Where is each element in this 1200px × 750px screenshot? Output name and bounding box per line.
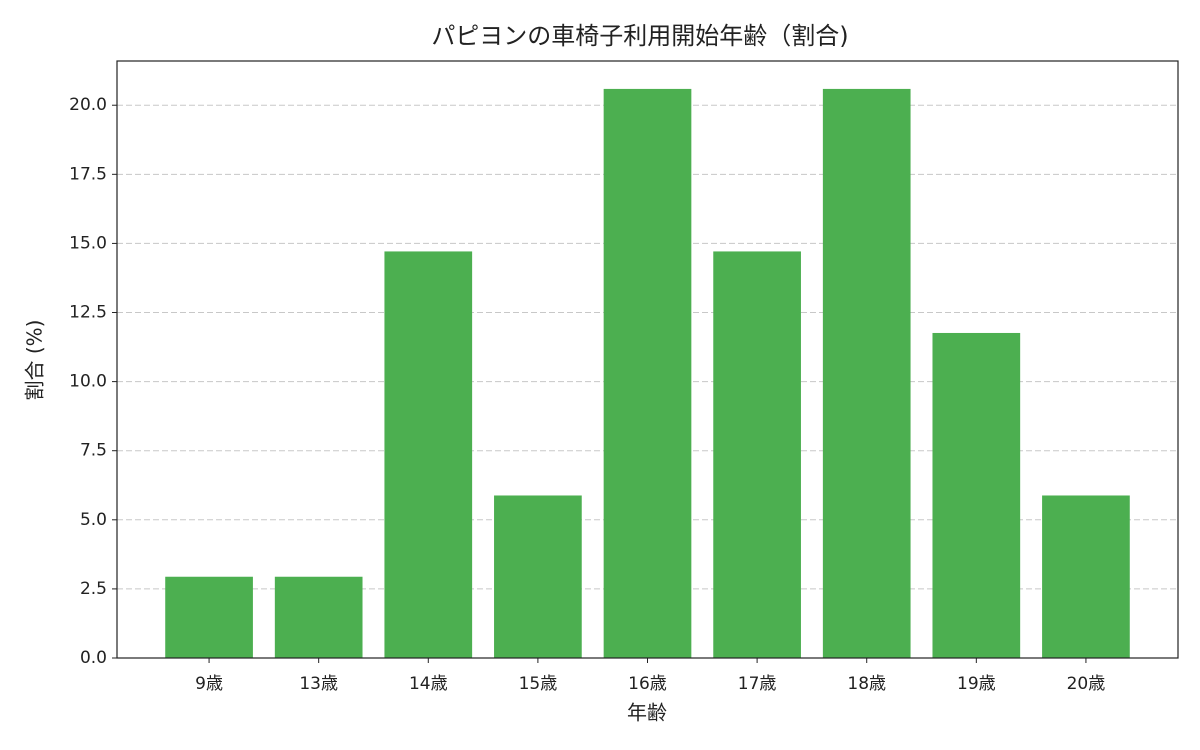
- bar: [713, 251, 801, 658]
- x-tick-label: 13歳: [299, 674, 338, 694]
- y-tick-label: 10.0: [69, 372, 107, 392]
- x-tick-label: 15歳: [519, 674, 558, 694]
- bar: [603, 88, 692, 658]
- x-tick-label: 14歳: [409, 674, 448, 694]
- x-tick-label: 16歳: [628, 674, 667, 694]
- x-tick-label: 19歳: [957, 674, 996, 694]
- y-tick-label: 2.5: [80, 579, 107, 599]
- y-tick-label: 5.0: [80, 510, 107, 530]
- y-tick-label: 0.0: [80, 648, 107, 668]
- x-axis-label: 年齢: [627, 701, 667, 725]
- x-tick-label: 18歳: [847, 674, 886, 694]
- x-tick-label: 20歳: [1067, 674, 1106, 694]
- bar: [494, 495, 582, 658]
- x-tick-label: 9歳: [195, 674, 223, 694]
- y-axis-label: 割合 (%): [23, 320, 47, 401]
- plot-frame: [116, 60, 1179, 659]
- bar: [822, 88, 911, 658]
- bar: [165, 576, 253, 658]
- y-tick-label: 7.5: [80, 441, 107, 461]
- bar: [274, 576, 363, 658]
- chart-title: パピヨンの車椅子利用開始年齢（割合): [431, 22, 848, 50]
- y-tick-label: 17.5: [69, 164, 107, 184]
- bar: [1042, 495, 1130, 658]
- bar: [932, 332, 1021, 658]
- y-tick-label: 20.0: [69, 95, 107, 115]
- x-tick-label: 17歳: [738, 674, 777, 694]
- y-tick-label: 12.5: [69, 303, 107, 323]
- bar: [384, 251, 473, 658]
- y-tick-label: 15.0: [69, 233, 107, 253]
